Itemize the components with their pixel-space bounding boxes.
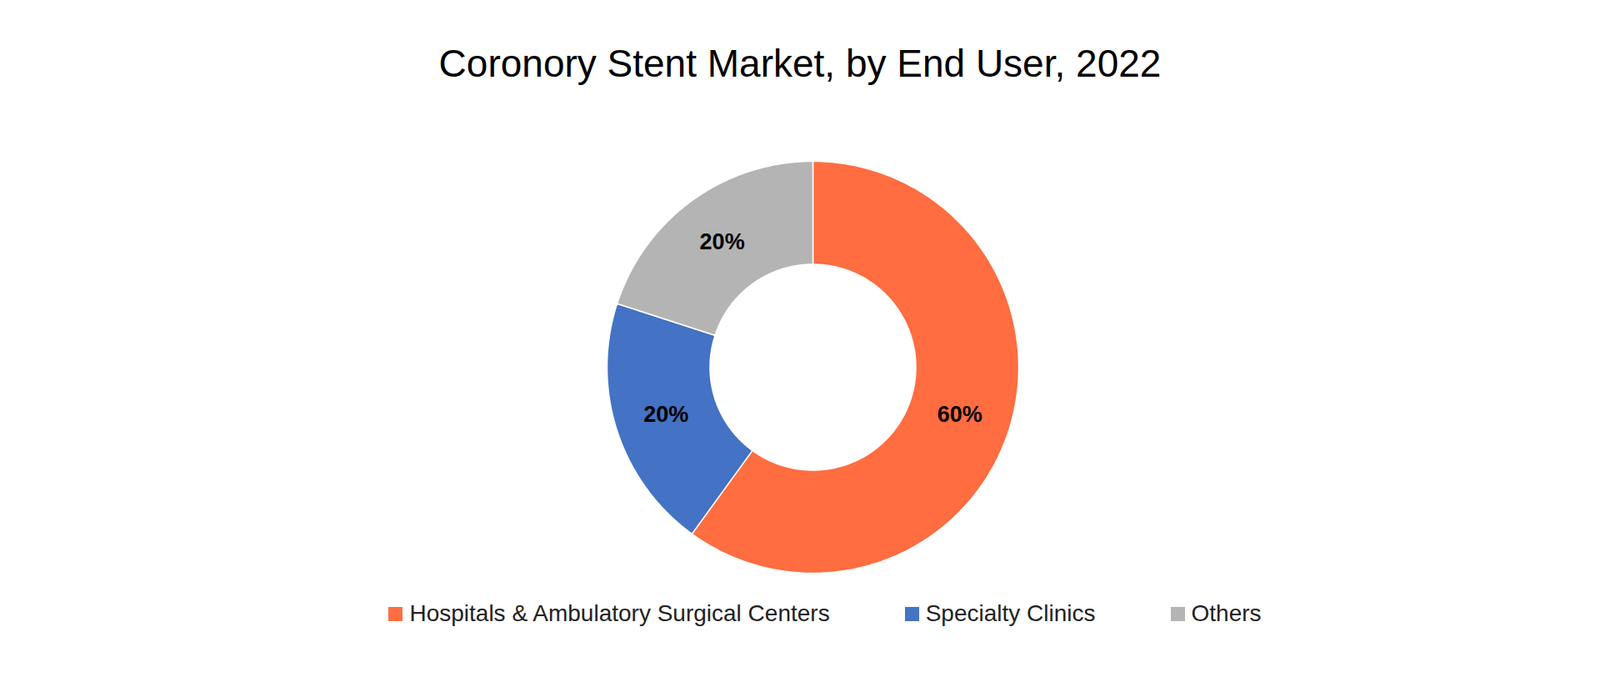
svg-text:20%: 20% bbox=[700, 229, 745, 255]
html-text:Specialty Clinics: Specialty Clinics bbox=[925, 600, 1096, 626]
html-text:Others: Others bbox=[1191, 600, 1262, 626]
svg-text:20%: 20% bbox=[643, 401, 689, 427]
svg-text:60%: 60% bbox=[937, 401, 983, 427]
html-text:Hospitals & Ambulatory Surgica: Hospitals & Ambulatory Surgical Centers bbox=[409, 600, 830, 626]
html-text:Coronory Stent Market, by End: Coronory Stent Market, by End User, 2022 bbox=[438, 41, 1162, 85]
